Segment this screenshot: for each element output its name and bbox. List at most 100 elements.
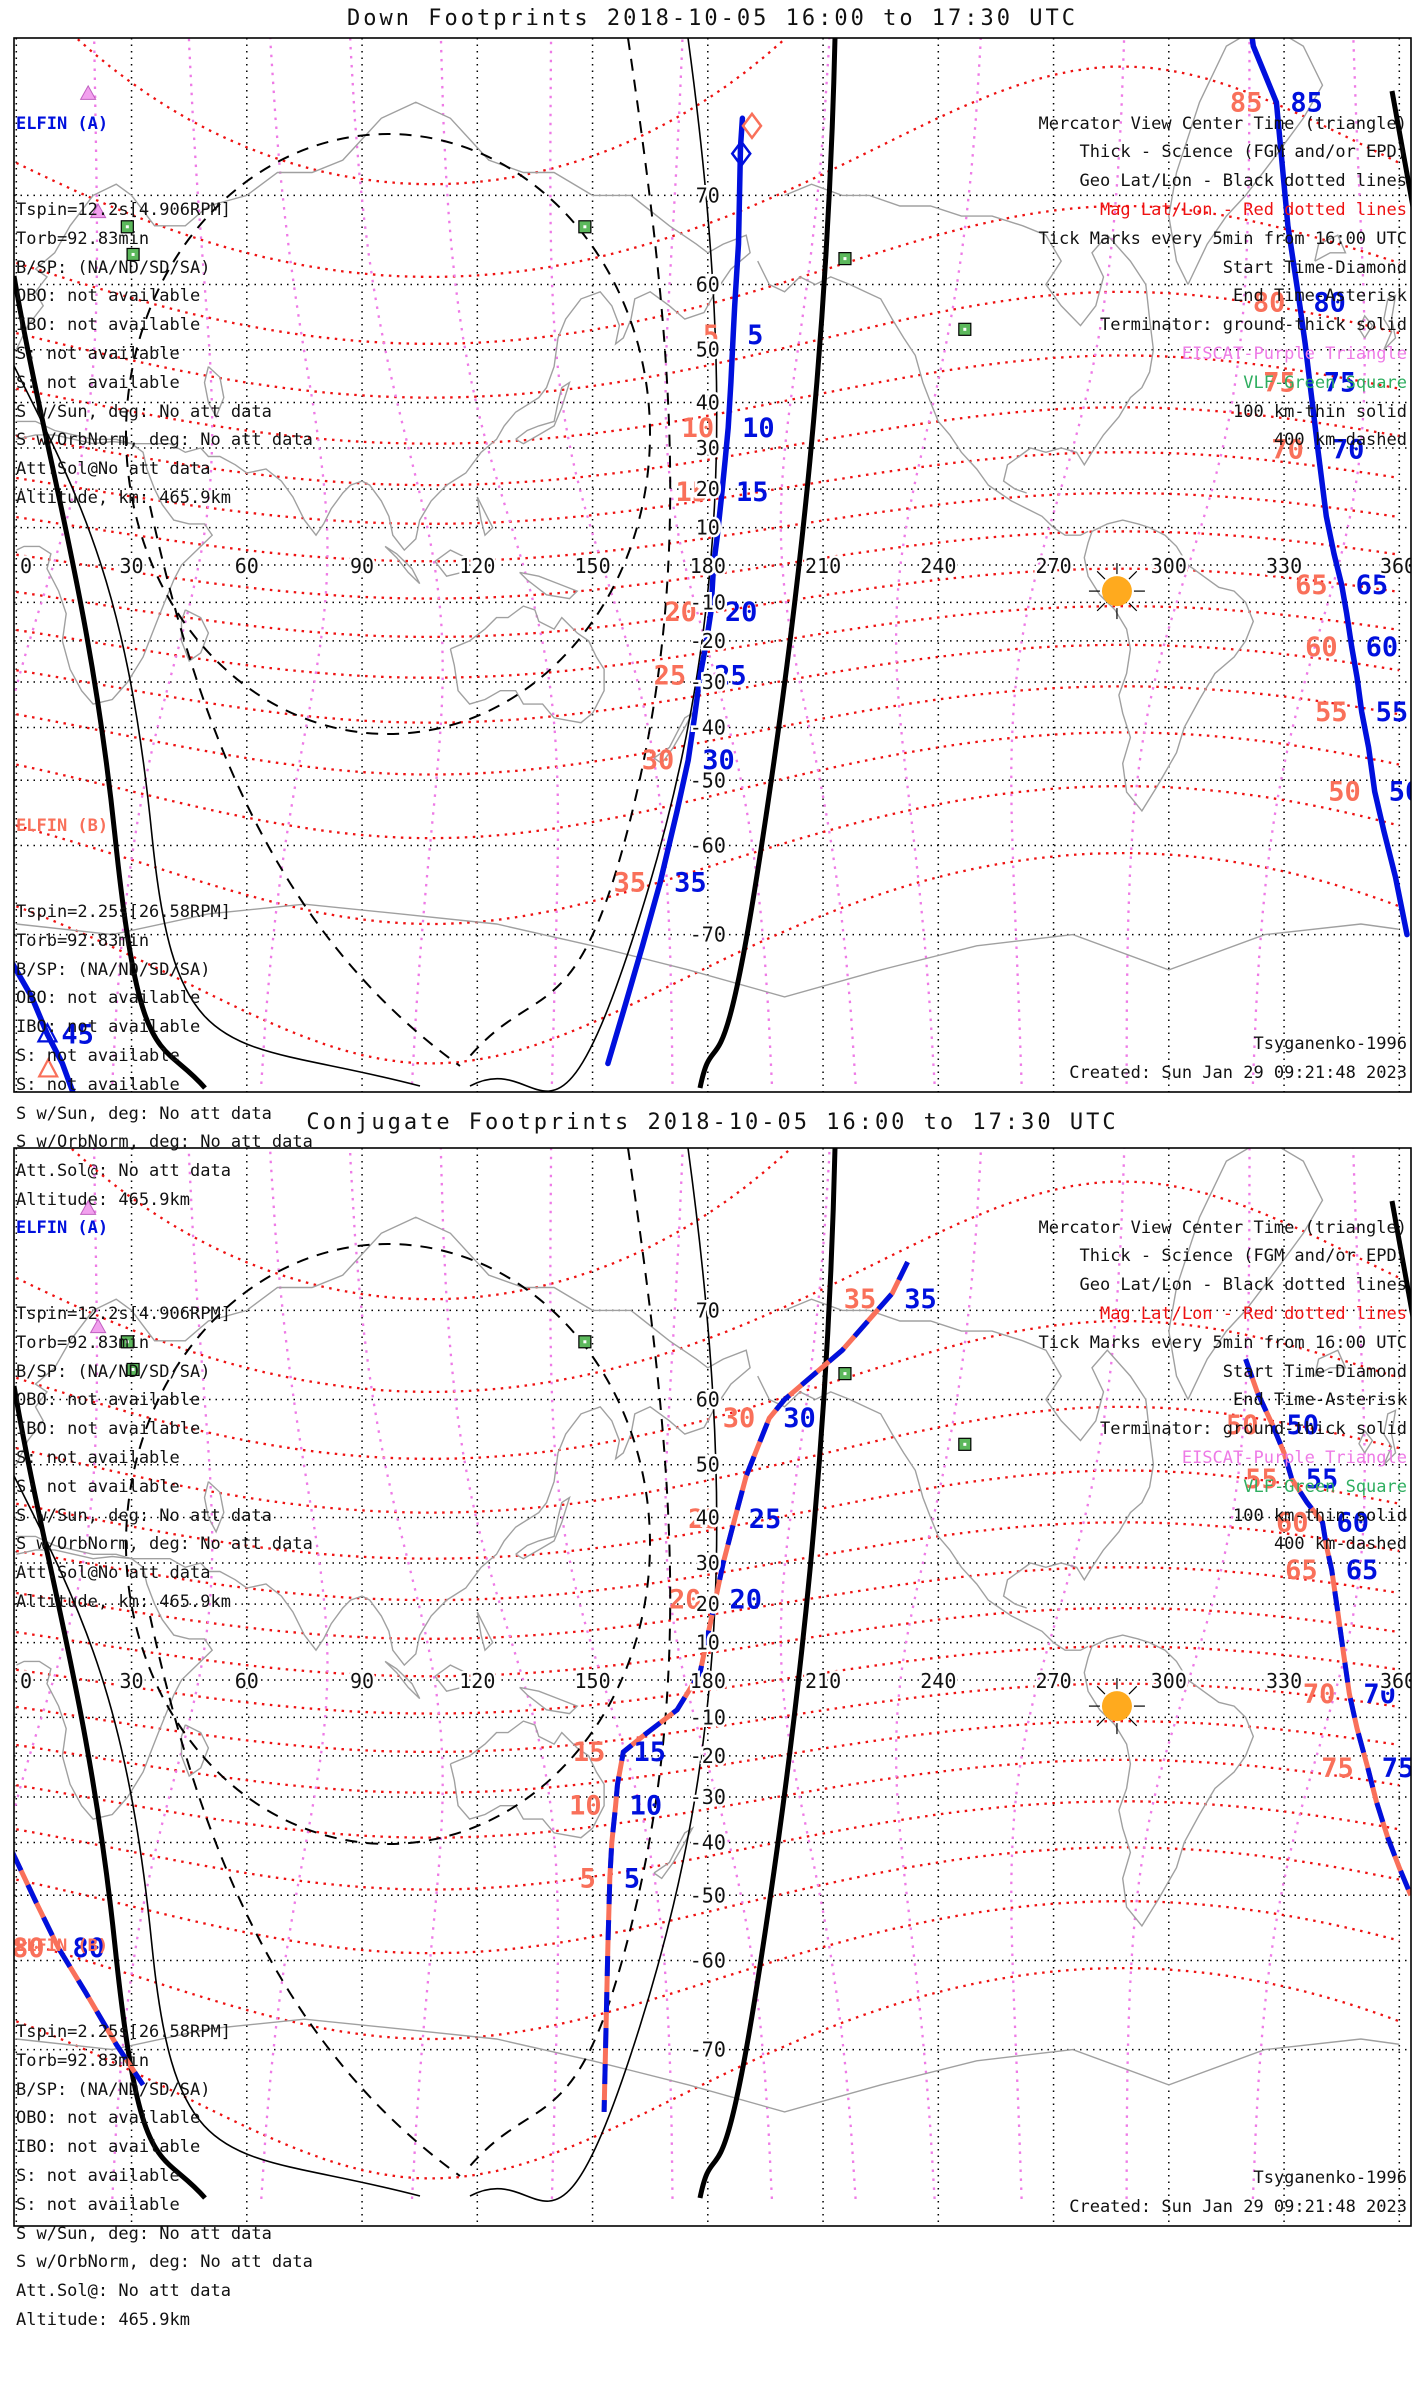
coastlines <box>15 1148 1400 2113</box>
info-line: Att.Sol@: No att data <box>16 1161 231 1182</box>
created-label: Created: Sun Jan 29 09:21:48 2023 <box>1069 2197 1407 2217</box>
lon-axis-label: 120 <box>459 1669 495 1693</box>
legend-line: Geo Lat/Lon - Black dotted lines <box>1079 171 1407 192</box>
legend-line: End Time-Asterisk <box>1233 1390 1407 1411</box>
info-line: S: not available <box>16 1074 180 1095</box>
info-line: S w/Sun, deg: No att data <box>16 1103 272 1124</box>
lat-axis-label: 50 <box>696 338 720 362</box>
minute-tick-elfin-a: 35 <box>674 867 707 898</box>
minute-tick-elfin-b: 50 <box>1226 1410 1259 1441</box>
legend-line: Start Time-Diamond <box>1222 1361 1407 1382</box>
mag-lat-grid <box>15 1148 1400 2180</box>
lon-axis-label: 300 <box>1151 1669 1187 1693</box>
mag-lat-grid <box>15 38 1400 1065</box>
legend-line: Terminator: ground-thick solid <box>1099 315 1407 336</box>
lat-axis-label: -60 <box>690 834 726 858</box>
minute-tick-elfin-b: 65 <box>1295 570 1328 601</box>
map-legend: Mercator View Center Time (triangle) Thic… <box>1039 1156 1407 1617</box>
minute-tick-elfin-a: 10 <box>630 1791 663 1822</box>
minute-tick-elfin-b: 10 <box>569 1791 602 1822</box>
track-elfin-footprint-ascending: 50 50 55 55 60 60 65 65 70 70 75 75 80 80 85 85 <box>1230 38 1422 938</box>
axis-labels: 0 30 60 90 120 150 180 210 240 270 300 330 360706050… <box>17 1296 1411 2064</box>
minute-tick-elfin-a: 25 <box>714 661 747 692</box>
minute-tick-elfin-a: 50 <box>1389 776 1422 807</box>
lon-axis-label: 0 <box>20 554 32 578</box>
info-line: OBO: not available <box>16 2108 201 2129</box>
elfin-a-info-block: ELFIN (A) Tspin=12.2s[4.906RPM] Torb=92.8… <box>16 1156 313 1674</box>
info-line: OBO: not available <box>16 1390 201 1411</box>
minute-tick-elfin-a: 60 <box>1336 1507 1369 1538</box>
lat-axis-label: 10 <box>696 1631 720 1655</box>
lon-axis-label: 90 <box>350 554 374 578</box>
legend-line: Mercator View Center Time (triangle) <box>1038 113 1407 134</box>
legend-line: EISCAT-Purple Triangle <box>1181 343 1407 364</box>
legend-line: End Time-Asterisk <box>1233 286 1407 307</box>
conjugate-footprints-panel: Conjugate Footprints 2018-10-05 16:00 to… <box>0 1104 1425 2330</box>
elfin-b-info-block: ELFIN (B) Tspin=2.25s[26.58RPM] Torb=92.8… <box>16 1874 313 2392</box>
track-elfin-footprint-south-corner: 45 <box>14 961 94 1092</box>
info-line: S: not available <box>16 372 180 393</box>
lat-axis-label: 20 <box>696 477 720 501</box>
info-line: S w/OrbNorm, deg: No att data <box>16 2252 313 2273</box>
minute-tick-elfin-a: 5 <box>747 320 763 351</box>
minute-tick-elfin-b: 30 <box>642 745 675 776</box>
minute-tick-elfin-b: 60 <box>1305 632 1338 663</box>
legend-line: Terminator: ground-thick solid <box>1099 1419 1407 1440</box>
info-line: S w/OrbNorm, deg: No att data <box>16 430 313 451</box>
info-line: Tspin=2.25s[26.58RPM] <box>16 901 231 922</box>
minute-tick-elfin-b: 15 <box>573 1737 606 1768</box>
info-line: OBO: not available <box>16 286 201 307</box>
lon-axis-label: 180 <box>690 554 726 578</box>
minute-tick-elfin-b: 35 <box>614 867 647 898</box>
minute-tick-elfin-b: 70 <box>1303 1679 1336 1710</box>
panel-title-down: Down Footprints 2018-10-05 16:00 to 17:3… <box>346 6 1079 31</box>
info-line: IBO: not available <box>16 1419 201 1440</box>
info-line: Altitude, km: 465.9km <box>16 487 231 508</box>
lat-axis-label: -20 <box>690 1744 726 1768</box>
eiscat-triangle-icon <box>89 203 107 219</box>
minute-tick-elfin-b: 80 <box>12 1933 45 1964</box>
info-line: S w/OrbNorm, deg: No att data <box>16 1534 313 1555</box>
lat-axis-label: -10 <box>690 1705 726 1729</box>
lat-axis-label: -40 <box>690 1830 726 1854</box>
lon-axis-label: 150 <box>574 554 610 578</box>
center-time-triangle-icon <box>37 1057 60 1078</box>
info-line: Torb=92.83min <box>16 1332 150 1353</box>
lat-axis-label: -40 <box>690 715 726 739</box>
minute-tick-elfin-b: 55 <box>1245 1464 1278 1495</box>
info-line: S: not available <box>16 1447 180 1468</box>
minute-tick-elfin-a: 70 <box>1363 1679 1396 1710</box>
lon-axis-label: 120 <box>459 554 495 578</box>
info-line: S w/Sun, deg: No att data <box>16 401 272 422</box>
minute-tick-elfin-a: 35 <box>904 1284 937 1315</box>
minute-tick-elfin-b: 25 <box>654 661 687 692</box>
down-footprints-panel: Down Footprints 2018-10-05 16:00 to 17:3… <box>0 0 1425 1210</box>
info-line: Att.Sol@: No att data <box>16 2281 231 2302</box>
info-line: B/SP: (NA/ND/SD/SA) <box>16 1361 211 1382</box>
minute-tick-elfin-b: 30 <box>723 1403 756 1434</box>
eiscat-triangle-icon <box>79 1199 97 1215</box>
legend-line: EISCAT-Purple Triangle <box>1181 1447 1407 1468</box>
start-diamond-icon <box>730 139 752 168</box>
elfin-b-info-block: ELFIN (B) Tspin=2.25s[26.58RPM] Torb=92.8… <box>16 754 313 1272</box>
minute-tick-elfin-b: 35 <box>844 1284 877 1315</box>
info-line: Altitude: 465.9km <box>16 2309 190 2330</box>
vlf-site-squares <box>120 220 972 336</box>
mag-lon-grid <box>14 1148 1366 2199</box>
info-line: S: not available <box>16 1045 180 1066</box>
info-line: B/SP: (NA/ND/SD/SA) <box>16 2079 211 2100</box>
minute-tick-elfin-b: 65 <box>1285 1555 1318 1586</box>
elfin-b-header: ELFIN (B) <box>16 1935 109 1956</box>
legend-line: Thick - Science (FGM and/or EPD) <box>1079 1246 1407 1267</box>
lat-axis-label: 60 <box>696 272 720 296</box>
minute-tick-elfin-b: 20 <box>664 597 697 628</box>
lon-axis-label: 150 <box>574 1669 610 1693</box>
vlf-site-squares <box>120 1335 972 1451</box>
minute-tick-elfin-a: 20 <box>725 597 758 628</box>
minute-tick-elfin-a: 30 <box>783 1403 816 1434</box>
minute-tick-elfin-a: 50 <box>1287 1410 1320 1441</box>
lon-axis-label: 360 <box>1380 554 1416 578</box>
